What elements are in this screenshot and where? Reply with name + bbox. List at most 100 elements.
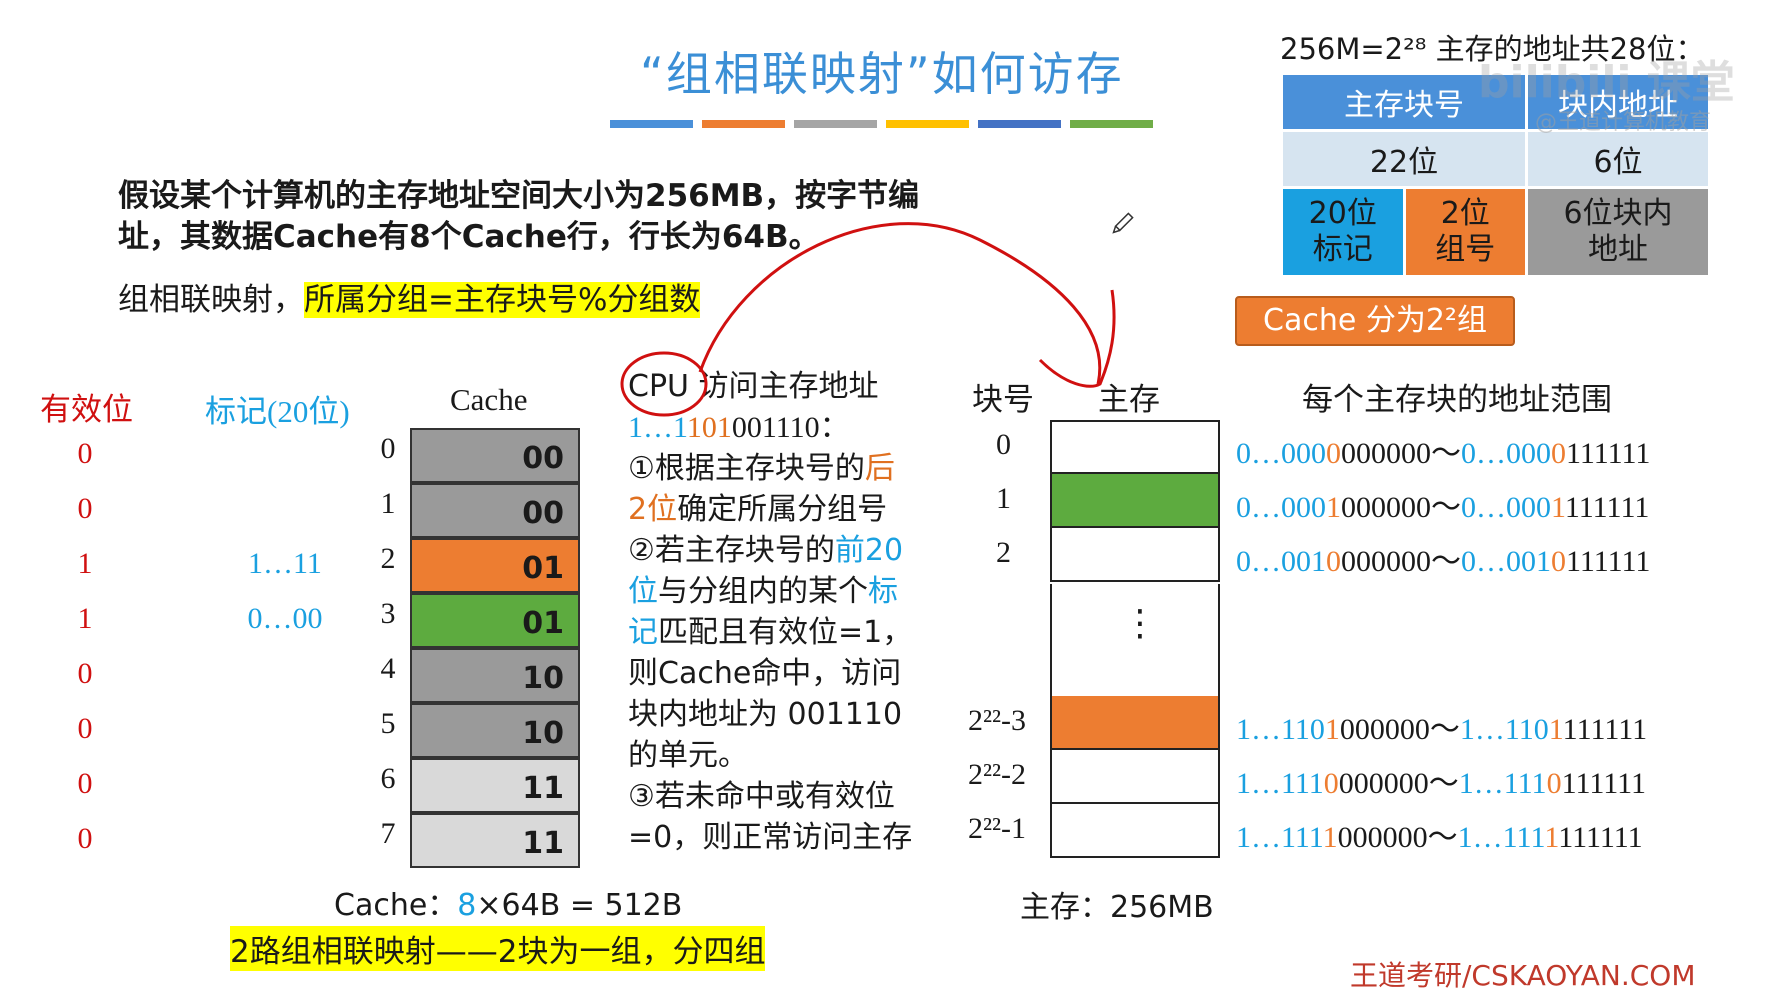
s1b: 后 [864,451,895,486]
cache-line-index-1: 1 [380,487,396,520]
memory-block-1 [1050,474,1220,528]
range-separator: ～ [1427,821,1458,854]
range-separator: ～ [1428,767,1459,800]
address-format-table: 主存块号 块内地址 22位 6位 20位 标记 2位 组号 6位块内 地址 [1280,72,1711,278]
range-part-range_end_mid: 1 [1548,713,1564,746]
title-bar-5 [1070,120,1153,128]
block-number-3: 2²²-3 [968,704,1026,737]
range-part-range_start_post: 000000 [1341,491,1431,524]
valid-bit-6: 0 [77,767,93,800]
s2f: 记 [628,615,658,650]
cache-line-6: 11 [410,758,580,813]
address-range-2: 0…0010000000～0…0010111111 [1236,536,1650,580]
range-part-range_start_post: 000000 [1341,437,1431,470]
range-part-range_end_pre: 1…111 [1458,767,1547,800]
range-part-range_end_post: 111111 [1566,437,1651,470]
range-part-range_start_pre: 1…110 [1236,713,1325,746]
cache-size-num: 8 [457,888,477,923]
range-part-range_end_pre: 0…001 [1461,545,1551,578]
step-1-line-2: 2位确定所属分组号 [628,489,958,530]
cache-line-0: 00 [410,428,580,483]
range-part-range_end_post: 111111 [1565,491,1650,524]
range-part-range_end_pre: 0…000 [1461,437,1551,470]
address-range-0: 0…0000000000～0…0000111111 [1236,428,1650,472]
tag-value-2: 1…11 [248,547,322,580]
pencil-icon [1112,212,1134,234]
bottom-note: 2路组相联映射——2块为一组，分四组 [230,926,766,971]
offset-bits: 6位块内 [1563,196,1673,231]
range-part-range_end_post: 111111 [1561,767,1646,800]
steps-address: 1…1101001110： [628,407,958,448]
title-bar-0 [610,120,693,128]
range-part-range_end_pre: 0…000 [1461,491,1551,524]
s1c: 2位 [628,492,678,527]
address-range-5: 1…1111000000～1…1111111111 [1236,812,1643,856]
range-part-range_end_pre: 1…111 [1457,821,1545,854]
range-part-range_start_mid: 0 [1326,545,1341,578]
step-2-line-2: 位与分组内的某个标 [628,571,958,612]
s2g: 匹配且有效位=1， [658,615,913,650]
range-part-range_start_pre: 0…001 [1236,545,1326,578]
s2d: 与分组内的某个 [658,574,868,609]
rule-prefix: 组相联映射， [118,282,304,318]
block-number-5: 2²²-1 [968,812,1026,845]
addr-offset-header: 块内地址 [1525,72,1711,132]
valid-bit-4: 0 [77,657,93,690]
offset-label: 地址 [1588,232,1648,267]
cache-line-5: 10 [410,703,580,758]
cache-line-2: 01 [410,538,580,593]
tag-header: 标记(20位) [205,394,350,429]
intro-line-2: 址，其数据Cache有8个Cache行，行长为64B。 [118,219,820,255]
title-bar-3 [886,120,969,128]
valid-bit-2: 1 [77,547,93,580]
range-part-range_start_mid: 0 [1326,437,1341,470]
arrow-head [1038,289,1116,388]
cache-line-index-3: 3 [380,597,396,630]
set-label: 组号 [1435,232,1496,267]
addr-tag-cell: 20位 标记 [1280,186,1406,278]
step-2-line-4: 则Cache命中，访问 [628,656,902,691]
cache-line-index-0: 0 [380,432,396,465]
memory-size: 主存：256MB [1020,890,1214,925]
range-part-range_start_mid: 1 [1326,491,1341,524]
address-caption: 256M=2²⁸ 主存的地址共28位： [1280,32,1705,66]
cache-size-rest: ×64B = 512B [476,888,683,923]
range-part-range_start_pre: 0…000 [1236,491,1326,524]
title-bar-4 [978,120,1061,128]
range-part-range_start_post: 000000 [1339,713,1430,746]
step-2-line-6: 的单元。 [628,738,748,773]
cache-line-1: 00 [410,483,580,538]
address-range-header: 每个主存块的地址范围 [1302,382,1612,418]
cache-line-4: 10 [410,648,580,703]
memory-block-2 [1050,528,1220,582]
block-number-0: 0 [996,428,1011,461]
main-memory-header: 主存 [1098,382,1160,418]
address-range-4: 1…1110000000～1…1110111111 [1236,758,1646,802]
step-2-line-5: 块内地址为 001110 [628,697,903,732]
valid-bit-1: 0 [77,492,93,525]
addr-set-part: 101 [687,411,732,444]
addr-offset-bits: 6位 [1525,129,1711,189]
page-title: “组相联映射”如何访存 [640,47,1124,101]
range-part-range_end_post: 111111 [1563,713,1648,746]
step-3-line-1: ③若未命中或有效位 [628,779,895,814]
cache-line-index-5: 5 [380,707,396,740]
memory-ellipsis: ⋮ [1122,603,1158,644]
range-part-range_end_post: 111111 [1558,821,1643,854]
title-color-bars [610,120,1153,128]
memory-block-3 [1050,696,1220,750]
cache-line-index-2: 2 [380,542,396,575]
range-part-range_start_post: 000000 [1338,767,1429,800]
block-number-4: 2²²-2 [968,758,1026,791]
range-part-range_start_pre: 1…111 [1236,767,1324,800]
intro-line-1: 假设某个计算机的主存地址空间大小为256MB，按字节编 [118,178,920,214]
cache-size: Cache：8×64B = 512B [334,880,682,924]
access-steps: CPU 访问主存地址 1…1101001110： ①根据主存块号的后 2位确定所… [628,366,958,858]
mapping-rule: 组相联映射，所属分组=主存块号%分组数 [118,274,701,319]
addr-block-bits: 22位 [1280,129,1528,189]
title-bar-2 [794,120,877,128]
memory-gap-block [1050,584,1220,696]
s2a: ②若主存块号的 [628,533,835,568]
s1a: ①根据主存块号的 [628,451,865,486]
addr-block-header: 主存块号 [1280,72,1528,132]
